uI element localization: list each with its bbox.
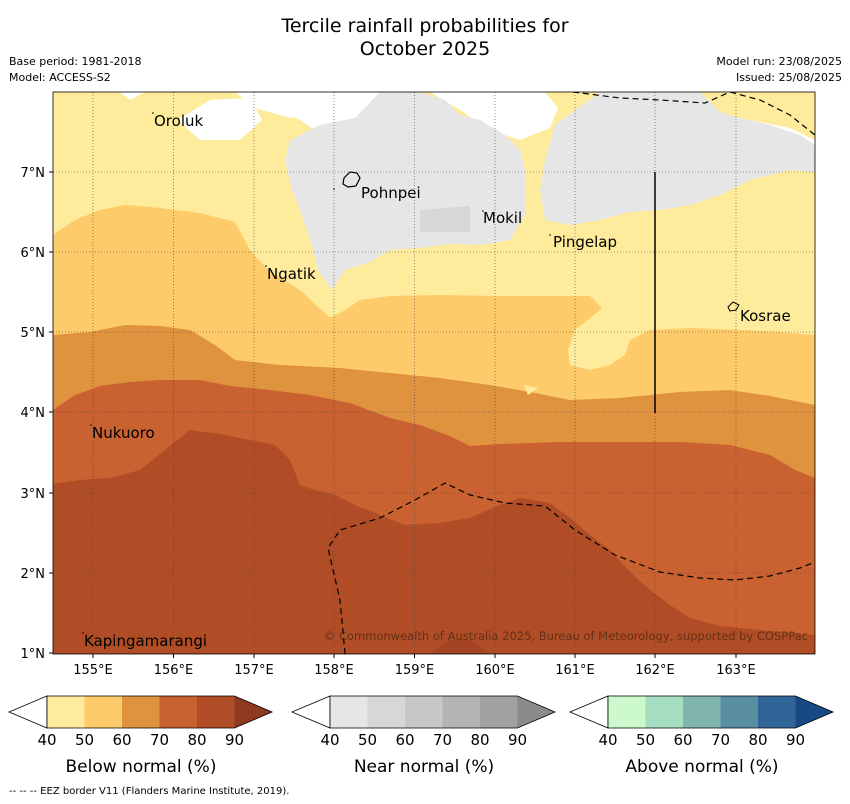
colorbar-above-normal (570, 696, 833, 728)
lon-label: 162°E (635, 663, 675, 678)
colorbar-tick: 40 (37, 731, 56, 749)
lat-label: 2°N (21, 567, 46, 582)
lat-label: 6°N (21, 246, 46, 261)
colorbar-swatch (122, 696, 160, 728)
colorbar-tick: 80 (470, 731, 489, 749)
lon-label: 157°E (234, 663, 274, 678)
colorbar-swatch (160, 696, 198, 728)
eez-legend-note: -- -- -- EEZ border V11 (Flanders Marine… (9, 786, 289, 797)
colorbar-swatch (197, 696, 235, 728)
place-label-oroluk: Oroluk (154, 112, 203, 130)
colorbar-tick: 90 (508, 731, 527, 749)
colorbar-swatch (368, 696, 406, 728)
lon-label: 160°E (475, 663, 515, 678)
colorbar-swatch (646, 696, 684, 728)
colorbar-swatch (330, 696, 368, 728)
colorbar-below-normal (9, 696, 272, 728)
colorbar-tick: 40 (598, 731, 617, 749)
colorbar-swatch (480, 696, 518, 728)
colorbar-tick: 70 (433, 731, 452, 749)
colorbar-tick: 80 (748, 731, 767, 749)
place-label-ngatik: Ngatik (267, 265, 316, 283)
colorbar-tick: 60 (395, 731, 414, 749)
copyright-notice: © Commonwealth of Australia 2025, Bureau… (324, 629, 808, 643)
lat-label: 3°N (21, 487, 46, 502)
colorbar-tick: 40 (320, 731, 339, 749)
lon-label: 163°E (716, 663, 756, 678)
colorbar-swatch (683, 696, 721, 728)
colorbar-swatch (405, 696, 443, 728)
colorbar-tick: 50 (358, 731, 377, 749)
colorbar-swatch (47, 696, 85, 728)
colorbar-near-normal (292, 696, 555, 728)
colorbar-label-above: Above normal (%) (625, 757, 778, 777)
place-label-pohnpei: Pohnpei (361, 184, 421, 202)
colorbar-swatch (721, 696, 759, 728)
colorbar-label-near: Near normal (%) (354, 757, 494, 777)
place-label-kosrae: Kosrae (740, 307, 791, 325)
colorbar-label-below: Below normal (%) (66, 757, 217, 777)
place-label-kapingamarangi: Kapingamarangi (84, 632, 207, 650)
place-label-mokil: Mokil (483, 209, 522, 227)
colorbar-tick: 90 (786, 731, 805, 749)
probability-field (53, 92, 815, 654)
lon-label: 161°E (555, 663, 595, 678)
lat-label: 7°N (21, 166, 46, 181)
rainfall-map: 155°E 156°E 157°E 158°E 159°E 160°E 161°… (0, 0, 850, 804)
place-label-pingelap: Pingelap (553, 233, 617, 251)
colorbar-tick: 50 (75, 731, 94, 749)
place-label-nukuoro: Nukuoro (92, 424, 155, 442)
lon-label: 155°E (73, 663, 113, 678)
colorbar-swatch (85, 696, 123, 728)
lon-label: 156°E (154, 663, 194, 678)
lat-label: 4°N (21, 406, 46, 421)
colorbar-tick: 70 (711, 731, 730, 749)
lat-label: 1°N (21, 647, 46, 662)
colorbar-tick: 50 (636, 731, 655, 749)
lat-label: 5°N (21, 326, 46, 341)
colorbar-tick: 90 (225, 731, 244, 749)
colorbar-swatch (758, 696, 796, 728)
colorbar-tick: 70 (150, 731, 169, 749)
lon-label: 158°E (314, 663, 354, 678)
colorbar-tick: 80 (187, 731, 206, 749)
colorbar-tick: 60 (673, 731, 692, 749)
lon-label: 159°E (395, 663, 435, 678)
colorbar-swatch (443, 696, 481, 728)
colorbar-tick: 60 (112, 731, 131, 749)
colorbar-swatch (608, 696, 646, 728)
